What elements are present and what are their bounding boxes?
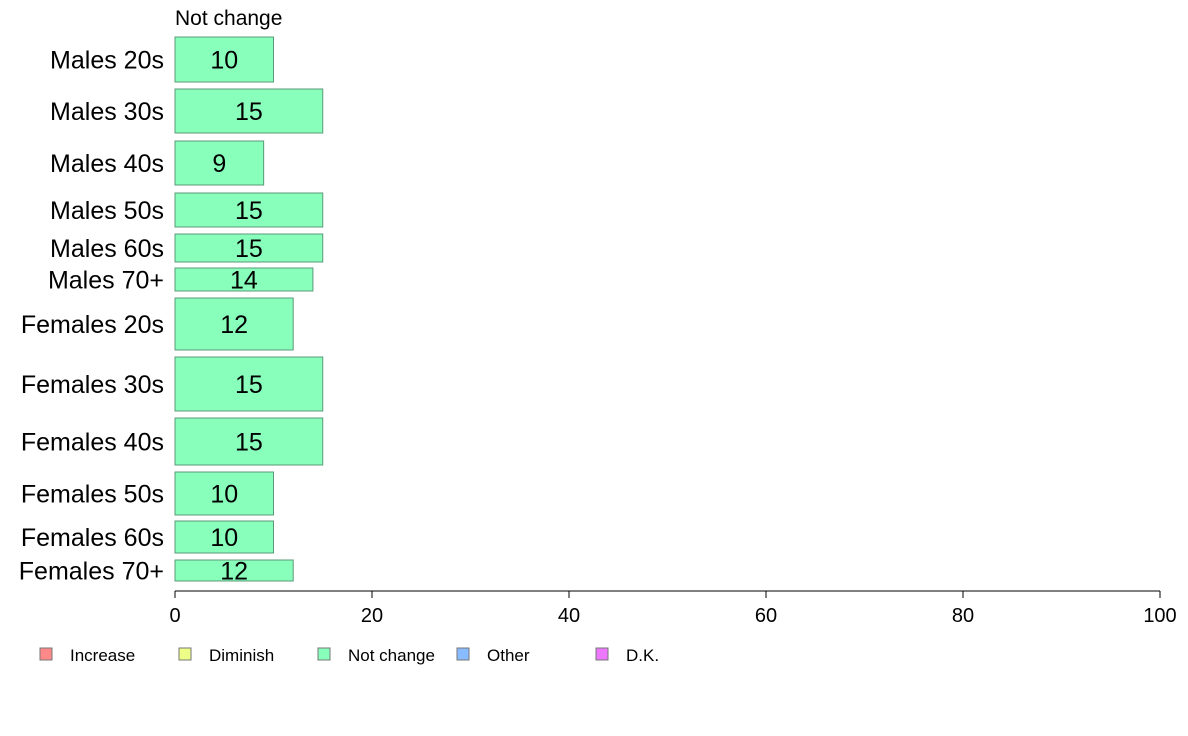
bar-row: Males 50s 15 [50,192,324,228]
data-label: 12 [220,311,248,339]
data-label: 15 [235,371,263,399]
x-tick-label: 0 [169,605,180,627]
category-label: Males 20s [50,47,164,75]
category-label: Males 50s [50,197,164,225]
bar [174,471,274,516]
bars: Males 20s 10 Males 30s 15 Males 40s 9 Males 50… [19,36,324,586]
x-axis: 0 20 40 60 80 100 [169,590,1177,627]
category-label: Females 30s [21,371,164,399]
legend-label: D.K. [626,646,659,665]
bar [174,520,274,554]
bar [174,88,324,134]
data-label: 12 [220,558,248,586]
bar-row: Females 30s 15 [21,356,324,412]
legend-item: Not change [317,646,435,665]
x-tick-label: 100 [1143,605,1176,627]
bar-row: Males 60s 15 [50,233,324,263]
category-label: Males 70+ [48,267,164,295]
data-label: 9 [212,150,226,178]
legend-item: D.K. [595,646,659,665]
bar-row: Females 60s 10 [21,520,274,554]
legend-label: Diminish [209,646,274,665]
data-label: 15 [235,235,263,263]
legend-swatch [178,647,192,661]
x-tick-label: 40 [558,605,580,627]
legend-label: Other [487,646,530,665]
bar-row: Males 70+ 14 [48,267,314,295]
data-label: 10 [210,524,238,552]
legend-swatch [595,647,609,661]
bar [174,192,324,228]
data-label: 15 [235,429,263,457]
data-label: 10 [210,481,238,509]
x-tick-label: 20 [361,605,383,627]
series-title: Not change [175,7,282,30]
bar [174,233,324,263]
bar-row: Females 40s 15 [21,417,324,466]
bar [174,36,274,83]
data-label: 15 [235,98,263,126]
legend-swatch [456,647,470,661]
category-label: Females 40s [21,429,164,457]
legend-item: Diminish [178,646,274,665]
bar-row: Females 70+ 12 [19,558,294,586]
bar [174,559,294,582]
legend-swatch [317,647,331,661]
x-tick-label: 60 [755,605,777,627]
category-label: Males 30s [50,98,164,126]
bar [174,267,314,292]
legend-label: Not change [348,646,435,665]
category-label: Females 20s [21,311,164,339]
legend-item: Other [456,646,530,665]
x-tick-label: 80 [952,605,974,627]
data-label: 15 [235,197,263,225]
bar [174,417,324,466]
bar [174,297,294,351]
bar-row: Males 30s 15 [50,88,324,134]
bar-row: Males 40s 9 [50,140,265,186]
legend-label: Increase [70,646,135,665]
category-label: Males 40s [50,150,164,178]
category-label: Females 70+ [19,558,164,586]
legend: Increase Diminish Not change Other D.K. [39,646,659,665]
legend-item: Increase [39,646,135,665]
bar-row: Females 50s 10 [21,471,274,516]
data-label: 10 [210,47,238,75]
category-label: Females 60s [21,524,164,552]
bar [174,356,324,412]
legend-swatch [39,647,53,661]
bar-row: Females 20s 12 [21,297,294,351]
category-label: Females 50s [21,481,164,509]
data-label: 14 [230,267,258,295]
bar-row: Males 20s 10 [50,36,274,83]
category-label: Males 60s [50,235,164,263]
bar [174,140,265,186]
